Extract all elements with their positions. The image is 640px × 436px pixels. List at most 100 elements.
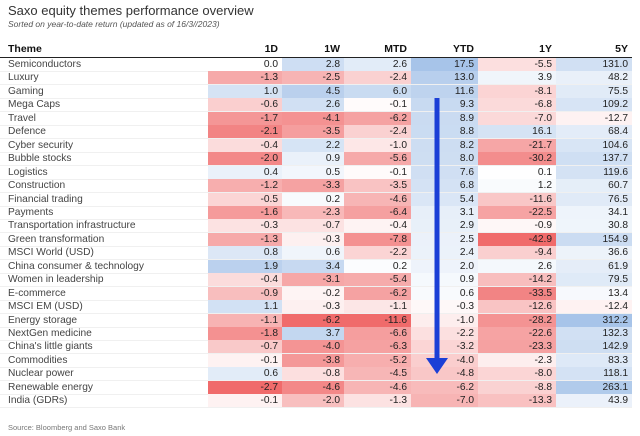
value-cell-1d: -2.7 bbox=[208, 380, 282, 394]
value-cell-5y: 13.4 bbox=[556, 286, 632, 300]
theme-name: Payments bbox=[8, 206, 54, 218]
value-cell-5y: 131.0 bbox=[556, 58, 632, 71]
value-cell-1d: -0.6 bbox=[208, 98, 282, 112]
value-cell-mtd: -11.6 bbox=[344, 313, 411, 327]
theme-name: Logistics bbox=[8, 166, 48, 178]
value-cell-ytd: 0.9 bbox=[411, 273, 478, 287]
value-cell-1w: 2.8 bbox=[282, 58, 344, 71]
theme-name: NextGen medicine bbox=[8, 328, 92, 339]
theme-name: Luxury bbox=[8, 72, 39, 84]
value-cell-1w: 2.2 bbox=[282, 138, 344, 152]
value-cell-1d: -0.9 bbox=[208, 286, 282, 300]
theme-name: Transportation infrastructure bbox=[8, 220, 136, 232]
value-cell-1w: 0.9 bbox=[282, 152, 344, 166]
value-cell-1d: 0.4 bbox=[208, 165, 282, 179]
theme-name: Renewable energy bbox=[8, 381, 93, 393]
value-cell-1w: -2.0 bbox=[282, 394, 344, 408]
value-cell-mtd: -4.6 bbox=[344, 380, 411, 394]
theme-name: Green transformation bbox=[8, 233, 105, 245]
value-cell-1w: -3.5 bbox=[282, 125, 344, 139]
table-row: Nuclear power 0.6 -0.8 -4.5 -4.8 -8.0 118.1 bbox=[0, 367, 632, 382]
value-cell-1d: -0.1 bbox=[208, 353, 282, 367]
value-cell-5y: 34.1 bbox=[556, 205, 632, 219]
value-cell-mtd: -6.2 bbox=[344, 111, 411, 125]
value-cell-ytd: -7.0 bbox=[411, 394, 478, 408]
value-cell-1d: -2.1 bbox=[208, 125, 282, 139]
table-row: Green transformation -1.3 -0.3 -7.8 2.5 -42.9… bbox=[0, 232, 632, 247]
value-cell-1w: 2.6 bbox=[282, 98, 344, 112]
value-cell-1d: -0.5 bbox=[208, 192, 282, 206]
theme-name: Mega Caps bbox=[8, 99, 61, 111]
value-cell-ytd: 5.4 bbox=[411, 192, 478, 206]
value-cell-ytd: 8.9 bbox=[411, 111, 478, 125]
value-cell-1w: -0.3 bbox=[282, 232, 344, 246]
value-cell-1w: -6.2 bbox=[282, 313, 344, 327]
value-cell-5y: 60.7 bbox=[556, 179, 632, 193]
value-cell-5y: -12.4 bbox=[556, 300, 632, 314]
value-cell-1y: -8.0 bbox=[478, 367, 556, 381]
value-cell-1d: 1.0 bbox=[208, 84, 282, 98]
value-cell-1w: -2.5 bbox=[282, 71, 344, 85]
theme-name: Energy storage bbox=[8, 314, 78, 326]
value-cell-mtd: -3.5 bbox=[344, 179, 411, 193]
value-cell-mtd: -6.4 bbox=[344, 205, 411, 219]
value-cell-mtd: -5.6 bbox=[344, 152, 411, 166]
value-cell-5y: 48.2 bbox=[556, 71, 632, 85]
header-1w: 1W bbox=[324, 43, 340, 55]
value-cell-ytd: 3.1 bbox=[411, 205, 478, 219]
theme-name: Cyber security bbox=[8, 139, 74, 151]
value-cell-1y: -28.2 bbox=[478, 313, 556, 327]
value-cell-1w: -0.2 bbox=[282, 286, 344, 300]
theme-name: Nuclear power bbox=[8, 368, 74, 380]
value-cell-1d: 0.6 bbox=[208, 367, 282, 381]
header-1d: 1D bbox=[264, 43, 278, 55]
value-cell-1y: -33.5 bbox=[478, 286, 556, 300]
value-cell-ytd: 17.5 bbox=[411, 58, 478, 71]
value-cell-1y: -9.4 bbox=[478, 246, 556, 260]
header-mtd: MTD bbox=[384, 43, 407, 55]
value-cell-ytd: 8.8 bbox=[411, 125, 478, 139]
value-cell-1w: 3.7 bbox=[282, 327, 344, 340]
theme-name: Semiconductors bbox=[8, 59, 82, 70]
theme-name: China's little giants bbox=[8, 341, 93, 353]
value-cell-mtd: -2.4 bbox=[344, 125, 411, 139]
chart-title: Saxo equity themes performance overview bbox=[8, 3, 254, 18]
value-cell-ytd: -6.2 bbox=[411, 380, 478, 394]
value-cell-1w: 0.5 bbox=[282, 165, 344, 179]
value-cell-ytd: 9.3 bbox=[411, 98, 478, 112]
value-cell-ytd: 7.6 bbox=[411, 165, 478, 179]
value-cell-5y: 30.8 bbox=[556, 219, 632, 233]
value-cell-1y: -14.2 bbox=[478, 273, 556, 287]
chart-subtitle: Sorted on year-to-date return (updated a… bbox=[8, 19, 220, 29]
value-cell-ytd: -1.0 bbox=[411, 313, 478, 327]
theme-name: Women in leadership bbox=[8, 274, 104, 286]
header-theme: Theme bbox=[8, 43, 42, 55]
value-cell-1w: 0.2 bbox=[282, 192, 344, 206]
value-cell-1y: -30.2 bbox=[478, 152, 556, 166]
table-row: China's little giants -0.7 -4.0 -6.3 -3.2 -23… bbox=[0, 340, 632, 355]
value-cell-mtd: -4.6 bbox=[344, 192, 411, 206]
value-cell-5y: 312.2 bbox=[556, 313, 632, 327]
value-cell-mtd: -2.2 bbox=[344, 246, 411, 260]
value-cell-1y: 0.1 bbox=[478, 165, 556, 179]
value-cell-1y: -23.3 bbox=[478, 340, 556, 354]
theme-name: MSCI World (USD) bbox=[8, 247, 94, 259]
value-cell-1d: -0.4 bbox=[208, 138, 282, 152]
value-cell-5y: 137.7 bbox=[556, 152, 632, 166]
value-cell-1w: -3.1 bbox=[282, 273, 344, 287]
value-cell-1y: -11.6 bbox=[478, 192, 556, 206]
value-cell-1y: -22.5 bbox=[478, 205, 556, 219]
value-cell-5y: -12.7 bbox=[556, 111, 632, 125]
value-cell-1d: -0.4 bbox=[208, 273, 282, 287]
value-cell-mtd: -6.3 bbox=[344, 340, 411, 354]
theme-name: MSCI EM (USD) bbox=[8, 301, 83, 313]
value-cell-1d: 0.8 bbox=[208, 246, 282, 260]
value-cell-5y: 61.9 bbox=[556, 259, 632, 273]
theme-name: China consumer & technology bbox=[8, 260, 144, 272]
value-cell-1w: -4.6 bbox=[282, 380, 344, 394]
theme-name: Travel bbox=[8, 112, 36, 124]
value-cell-1d: -2.0 bbox=[208, 152, 282, 166]
value-cell-ytd: 0.6 bbox=[411, 286, 478, 300]
value-cell-1d: -0.1 bbox=[208, 394, 282, 408]
